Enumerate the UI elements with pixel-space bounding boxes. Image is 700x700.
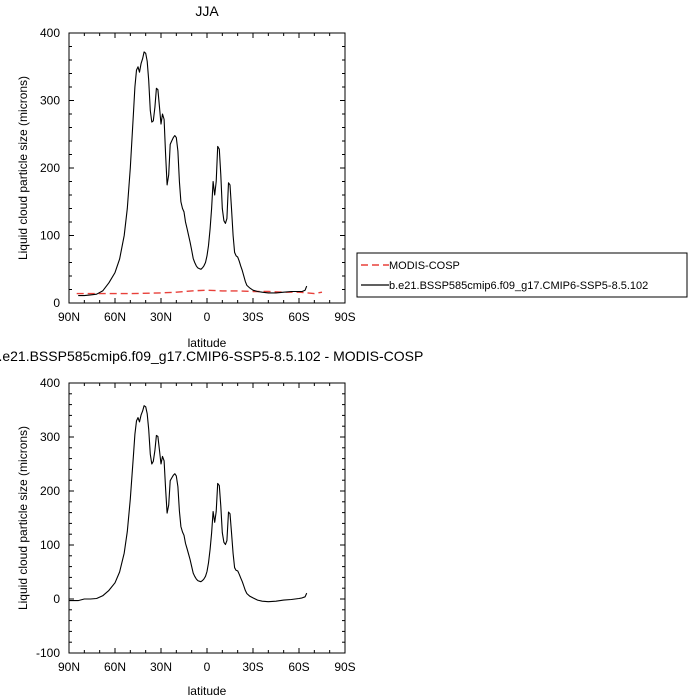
- bottom-y-tick-label: 100: [40, 538, 60, 552]
- top-x-tick-label: 60S: [288, 310, 309, 324]
- bottom-x-tick-label: 60N: [104, 660, 126, 674]
- top-chart-x-axis-label: latitude: [188, 336, 227, 350]
- top-plot-frame: [68, 32, 346, 304]
- bottom-y-tick-label: 200: [40, 484, 60, 498]
- bottom-chart-y-axis-label: Liquid cloud particle size (microns): [16, 426, 30, 610]
- top-x-tick-label: 30S: [242, 310, 263, 324]
- top-x-tick-label: 30N: [150, 310, 172, 324]
- top-series-line-model: [78, 51, 308, 297]
- bottom-x-tick-label: 0: [204, 660, 211, 674]
- top-x-tick-label: 90N: [58, 310, 80, 324]
- bottom-chart-title: b.e21.BSSP585cmip6.f09_g17.CMIP6-SSP5-8.…: [0, 348, 423, 364]
- bottom-chart-x-axis-label: latitude: [188, 684, 227, 698]
- chart-legend: MODIS-COSP b.e21.BSSP585cmip6.f09_g17.CM…: [356, 252, 688, 298]
- bottom-y-tick-label: -100: [36, 646, 60, 660]
- top-chart-y-axis-label: Liquid cloud particle size (microns): [16, 76, 30, 260]
- bottom-y-tick-label: 0: [53, 592, 60, 606]
- legend-label-model: b.e21.BSSP585cmip6.f09_g17.CMIP6-SSP5-8.…: [389, 280, 648, 292]
- top-x-tick-label: 0: [204, 310, 211, 324]
- top-chart-title: JJA: [195, 3, 219, 19]
- top-chart-panel: JJA Liquid cloud particle size (microns)…: [16, 3, 356, 350]
- legend-box: [356, 252, 688, 298]
- bottom-plot-frame: [68, 382, 346, 654]
- top-y-tick-label: 0: [53, 296, 60, 310]
- top-x-tick-label: 90S: [334, 310, 355, 324]
- legend-label-obs: MODIS-COSP: [389, 260, 460, 272]
- bottom-x-tick-label: 90S: [334, 660, 355, 674]
- top-y-tick-label: 300: [40, 94, 60, 108]
- bottom-x-tick-label: 30N: [150, 660, 172, 674]
- top-y-tick-label: 100: [40, 229, 60, 243]
- bottom-y-tick-label: 300: [40, 430, 60, 444]
- top-series-line-obs: [76, 289, 323, 295]
- bottom-chart-panel: b.e21.BSSP585cmip6.f09_g17.CMIP6-SSP5-8.…: [0, 348, 423, 698]
- top-x-tick-label: 60N: [104, 310, 126, 324]
- bottom-series-line-model: [69, 405, 308, 603]
- bottom-x-tick-label: 30S: [242, 660, 263, 674]
- top-y-tick-label: 200: [40, 161, 60, 175]
- bottom-x-tick-label: 90N: [58, 660, 80, 674]
- bottom-y-tick-label: 400: [40, 376, 60, 390]
- bottom-x-tick-label: 60S: [288, 660, 309, 674]
- top-y-tick-label: 400: [40, 26, 60, 40]
